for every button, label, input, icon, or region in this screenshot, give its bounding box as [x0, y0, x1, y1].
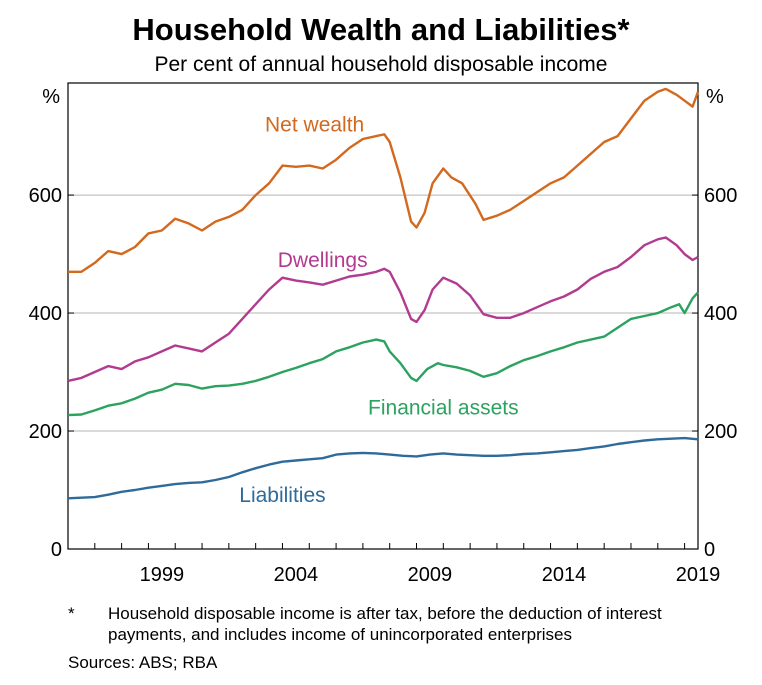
y-unit-label-left: % [42, 86, 60, 108]
series-label-dwellings: Dwellings [278, 249, 368, 272]
series-line-liabilities [67, 436, 699, 500]
series-line-net-wealth [68, 87, 700, 273]
y-tick-label-right: 0 [704, 539, 715, 561]
x-tick-label: 1999 [140, 564, 185, 586]
x-tick-label: 2019 [676, 564, 721, 586]
y-tick-label-left: 600 [29, 185, 62, 207]
chart-title: Household Wealth and Liabilities* [132, 12, 630, 47]
y-tick-label-left: 400 [29, 303, 62, 325]
chart-subtitle: Per cent of annual household disposable … [154, 53, 608, 76]
y-unit-label-right: % [706, 86, 724, 108]
series-line-financial-assets [67, 291, 699, 417]
footnote: Household disposable income is after tax… [108, 604, 662, 644]
plot-frame [67, 82, 699, 550]
series-label-liabilities: Liabilities [239, 484, 325, 507]
series-label-financial-assets: Financial assets [368, 397, 519, 420]
x-tick-label: 2014 [542, 564, 587, 586]
series-line-dwellings [67, 236, 699, 383]
line-chart: 0 0 200 200 400 400 600 600% % 1999 2004 2009 2014 20… [29, 82, 737, 586]
y-tick-label-left: 200 [29, 421, 62, 443]
sources: Sources: ABS; RBA [68, 653, 218, 672]
x-tick-label: 2004 [274, 564, 319, 586]
footnote-marker: * [68, 604, 75, 623]
y-tick-label-right: 200 [704, 421, 737, 443]
y-tick-label-right: 600 [704, 185, 737, 207]
x-tick-label: 2009 [408, 564, 453, 586]
series-label-net-wealth: Net wealth [265, 113, 364, 136]
y-tick-label-right: 400 [704, 303, 737, 325]
y-tick-label-left: 0 [51, 539, 62, 561]
